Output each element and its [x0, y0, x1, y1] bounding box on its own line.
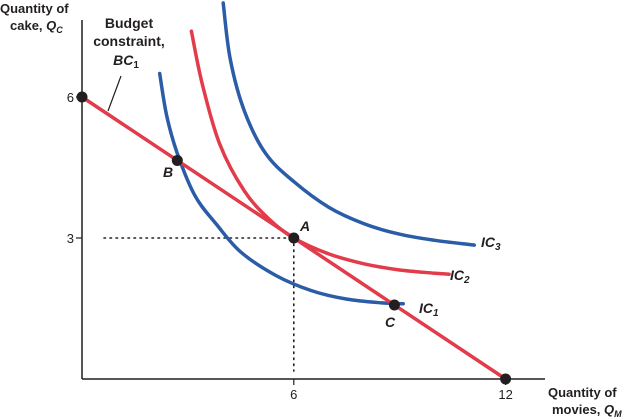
point-a-label: A: [299, 218, 310, 234]
point-c-label: C: [385, 314, 396, 330]
budget-label-line2: constraint,: [93, 33, 165, 49]
indifference-curve-ic1: [157, 71, 405, 306]
ic3-label: IC3: [481, 234, 501, 253]
budget-endpoint-y: [76, 91, 88, 103]
point-b: [171, 154, 183, 166]
indifference-curve-ic3: [221, 1, 477, 247]
x-axis-title-line2: movies, QM: [552, 402, 622, 419]
y-tick-label-3: 3: [67, 231, 74, 246]
budget-endpoint-x: [500, 373, 512, 385]
y-tick-label-6: 6: [67, 90, 74, 105]
x-axis-title-line1: Quantity of: [548, 385, 617, 400]
x-tick-label-12: 12: [498, 387, 512, 402]
x-tick-label-6: 6: [290, 387, 297, 402]
point-c: [388, 299, 400, 311]
point-b-label: B: [163, 164, 173, 180]
budget-label-line3: BC1: [113, 52, 139, 71]
budget-label-line1: Budget: [105, 15, 154, 31]
point-a: [288, 232, 300, 244]
y-axis-title-line2: cake, QC: [10, 18, 63, 35]
budget-label-leader: [107, 75, 122, 112]
ic2-label: IC2: [450, 267, 470, 286]
ic1-label: IC1: [419, 300, 439, 319]
y-axis-title-line1: Quantity of: [0, 1, 69, 16]
